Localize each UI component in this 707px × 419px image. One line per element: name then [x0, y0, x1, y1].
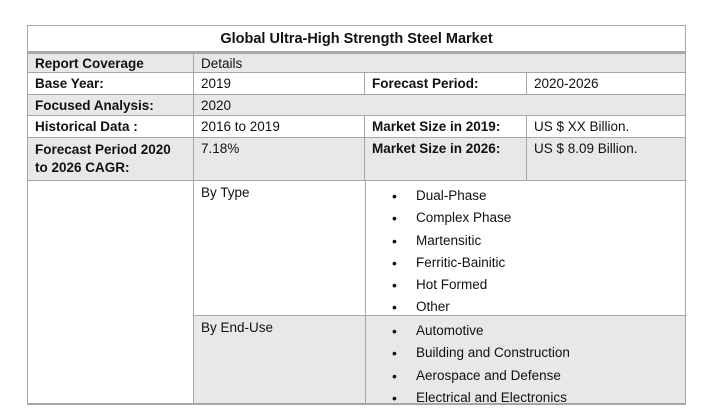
focused-analysis-label: Focused Analysis: [35, 97, 154, 113]
bullet-icon: • [392, 232, 397, 249]
list-item: • Automotive [366, 320, 685, 342]
page-title: Global Ultra-High Strength Steel Market [220, 30, 493, 47]
market-size-2019-label: Market Size in 2019: [364, 116, 526, 137]
list-item: • Dual-Phase [366, 185, 685, 207]
row-historical-data: Historical Data : 2016 to 2019 Market Si… [28, 115, 685, 137]
forecast-period-value: 2020-2026 [526, 73, 685, 94]
list-item-label: Complex Phase [416, 210, 512, 226]
list-item-label: Building and Construction [416, 345, 570, 361]
row-cagr: Forecast Period 2020 to 2026 CAGR: 7.18%… [28, 137, 685, 180]
bullet-icon: • [392, 299, 397, 316]
historical-data-value: 2016 to 2019 [193, 116, 364, 137]
bullet-icon: • [392, 389, 397, 406]
segment-by-type: By Type • Dual-Phase • Complex Phase • M… [194, 181, 685, 315]
cagr-value: 7.18% [193, 138, 364, 180]
bullet-icon: • [392, 188, 397, 204]
segmentation-block: By Type • Dual-Phase • Complex Phase • M… [193, 181, 685, 406]
by-type-list: • Dual-Phase • Complex Phase • Martensit… [365, 181, 685, 315]
cagr-label: Forecast Period 2020 to 2026 CAGR: [35, 142, 171, 175]
market-report-table: Global Ultra-High Strength Steel Market … [27, 25, 686, 406]
bullet-icon: • [392, 345, 397, 362]
list-item: • Martensitic [366, 230, 685, 252]
bullet-icon: • [392, 323, 397, 339]
row-report-coverage: Report Coverage Details [28, 51, 685, 72]
focused-analysis-value: 2020 [193, 95, 685, 115]
base-year-value: 2019 [193, 73, 364, 94]
base-year-label: Base Year: [35, 76, 104, 91]
list-item-label: Automotive [416, 323, 484, 338]
list-item-label: Other [416, 299, 450, 315]
row-base-year: Base Year: 2019 Forecast Period: 2020-20… [28, 72, 685, 94]
segment-by-end-use: By End-Use • Automotive • Building and C… [194, 315, 685, 406]
list-item: • Building and Construction [366, 342, 685, 364]
report-coverage-value: Details [193, 54, 685, 72]
bullet-icon: • [392, 254, 397, 271]
list-item: • Hot Formed [366, 274, 685, 296]
bullet-icon: • [392, 210, 397, 227]
list-item-label: Ferritic-Bainitic [416, 254, 506, 270]
row-segmentation: By Type • Dual-Phase • Complex Phase • M… [28, 180, 685, 406]
market-size-2019-value: US $ XX Billion. [526, 116, 685, 137]
list-item: • Complex Phase [366, 207, 685, 229]
list-item: • Ferritic-Bainitic [366, 252, 685, 274]
market-size-2026-value: US $ 8.09 Billion. [526, 138, 685, 180]
segmentation-empty-cell [28, 181, 193, 403]
forecast-period-label: Forecast Period: [364, 73, 526, 94]
historical-data-label: Historical Data : [35, 119, 138, 134]
list-item-label: Aerospace and Defense [416, 367, 561, 383]
list-item-label: Hot Formed [416, 277, 488, 293]
list-item: • Electrical and Electronics [366, 387, 685, 409]
bullet-icon: • [392, 367, 397, 384]
list-item: • Aerospace and Defense [366, 365, 685, 387]
market-size-2026-label: Market Size in 2026: [364, 138, 526, 180]
by-end-use-list: • Automotive • Building and Construction… [365, 316, 685, 406]
by-type-label: By Type [201, 185, 250, 200]
table-title-row: Global Ultra-High Strength Steel Market [28, 26, 685, 51]
bullet-icon: • [392, 277, 397, 294]
list-item-label: Dual-Phase [416, 188, 487, 203]
list-item: • Other [366, 296, 685, 318]
list-item-label: Electrical and Electronics [416, 389, 567, 405]
by-end-use-label: By End-Use [201, 320, 274, 335]
row-focused-analysis: Focused Analysis: 2020 [28, 94, 685, 115]
list-item-label: Martensitic [416, 232, 482, 248]
report-coverage-label: Report Coverage [35, 55, 144, 71]
